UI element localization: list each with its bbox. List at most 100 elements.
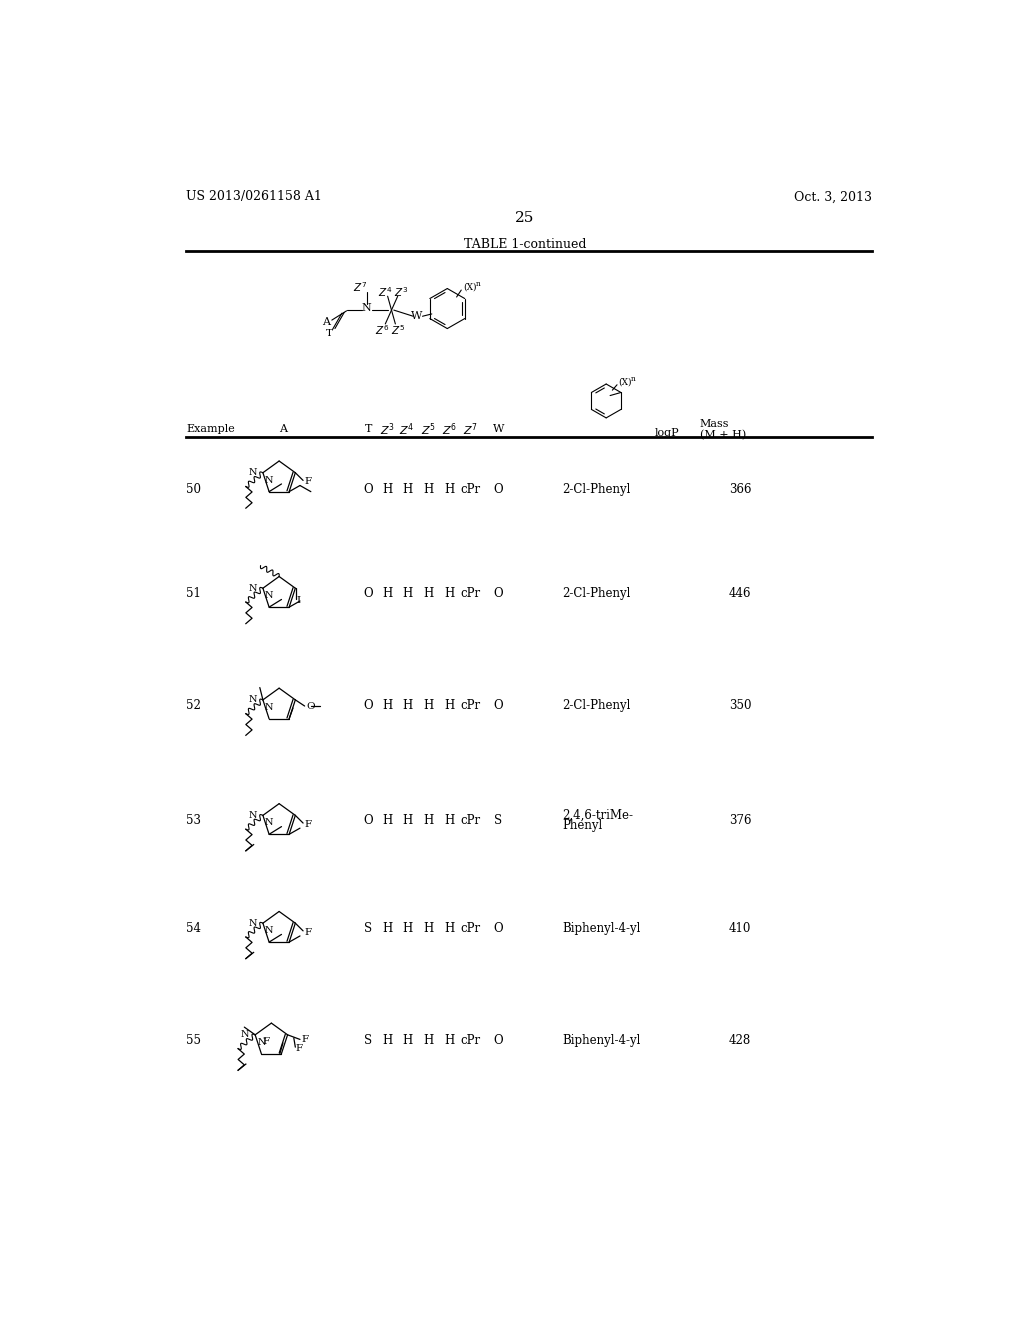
Text: O: O bbox=[306, 701, 314, 710]
Text: US 2013/0261158 A1: US 2013/0261158 A1 bbox=[186, 190, 322, 203]
Text: 50: 50 bbox=[186, 483, 201, 496]
Text: H: H bbox=[424, 483, 434, 496]
Text: cPr: cPr bbox=[461, 814, 480, 828]
Text: H: H bbox=[401, 1034, 412, 1047]
Text: 51: 51 bbox=[186, 587, 201, 601]
Text: $Z^6$: $Z^6$ bbox=[375, 323, 389, 337]
Text: 2-Cl-Phenyl: 2-Cl-Phenyl bbox=[562, 483, 631, 496]
Text: S: S bbox=[495, 814, 503, 828]
Text: A: A bbox=[322, 317, 330, 327]
Text: cPr: cPr bbox=[461, 1034, 480, 1047]
Text: 350: 350 bbox=[729, 698, 752, 711]
Text: $Z^6$: $Z^6$ bbox=[442, 421, 457, 438]
Text: H: H bbox=[383, 698, 393, 711]
Text: N: N bbox=[265, 927, 273, 935]
Text: W: W bbox=[412, 312, 423, 321]
Text: Biphenyl-4-yl: Biphenyl-4-yl bbox=[562, 1034, 640, 1047]
Text: O: O bbox=[494, 921, 503, 935]
Text: H: H bbox=[383, 483, 393, 496]
Text: 366: 366 bbox=[729, 483, 752, 496]
Text: H: H bbox=[401, 698, 412, 711]
Text: N: N bbox=[265, 475, 273, 484]
Text: O: O bbox=[364, 587, 373, 601]
Text: N: N bbox=[248, 810, 257, 820]
Text: Mass: Mass bbox=[700, 418, 729, 429]
Text: N: N bbox=[265, 818, 273, 828]
Text: (X): (X) bbox=[463, 282, 476, 292]
Text: F: F bbox=[301, 1035, 308, 1044]
Text: H: H bbox=[383, 587, 393, 601]
Text: O: O bbox=[494, 698, 503, 711]
Text: N: N bbox=[248, 919, 257, 928]
Text: 54: 54 bbox=[186, 921, 201, 935]
Text: O: O bbox=[364, 814, 373, 828]
Text: 446: 446 bbox=[729, 587, 752, 601]
Text: logP: logP bbox=[655, 428, 680, 437]
Text: 410: 410 bbox=[729, 921, 751, 935]
Text: TABLE 1-continued: TABLE 1-continued bbox=[464, 238, 586, 251]
Text: H: H bbox=[401, 483, 412, 496]
Text: $Z^3$: $Z^3$ bbox=[393, 285, 408, 298]
Text: $Z^7$: $Z^7$ bbox=[463, 421, 478, 438]
Text: $Z^5$: $Z^5$ bbox=[421, 421, 436, 438]
Text: F: F bbox=[295, 1044, 302, 1053]
Text: H: H bbox=[444, 814, 455, 828]
Text: n: n bbox=[476, 280, 481, 288]
Text: $Z^5$: $Z^5$ bbox=[391, 323, 404, 337]
Text: $Z^7$: $Z^7$ bbox=[353, 280, 368, 294]
Text: F: F bbox=[262, 1038, 269, 1045]
Text: S: S bbox=[365, 921, 373, 935]
Text: H: H bbox=[424, 698, 434, 711]
Text: W: W bbox=[493, 425, 504, 434]
Text: A: A bbox=[279, 425, 287, 434]
Text: cPr: cPr bbox=[461, 698, 480, 711]
Text: 428: 428 bbox=[729, 1034, 751, 1047]
Text: Oct. 3, 2013: Oct. 3, 2013 bbox=[794, 190, 872, 203]
Text: N: N bbox=[248, 696, 257, 705]
Text: Example: Example bbox=[186, 425, 234, 434]
Text: H: H bbox=[424, 814, 434, 828]
Text: N: N bbox=[265, 591, 273, 601]
Text: F: F bbox=[305, 478, 311, 487]
Text: (X): (X) bbox=[618, 378, 632, 387]
Text: Phenyl: Phenyl bbox=[562, 820, 602, 833]
Text: H: H bbox=[383, 814, 393, 828]
Text: cPr: cPr bbox=[461, 483, 480, 496]
Text: H: H bbox=[444, 483, 455, 496]
Text: O: O bbox=[364, 483, 373, 496]
Text: Biphenyl-4-yl: Biphenyl-4-yl bbox=[562, 921, 640, 935]
Text: H: H bbox=[444, 587, 455, 601]
Text: H: H bbox=[424, 1034, 434, 1047]
Text: S: S bbox=[365, 1034, 373, 1047]
Text: 52: 52 bbox=[186, 698, 201, 711]
Text: 55: 55 bbox=[186, 1034, 201, 1047]
Text: N: N bbox=[361, 302, 372, 313]
Text: F: F bbox=[305, 928, 311, 937]
Text: O: O bbox=[494, 1034, 503, 1047]
Text: N: N bbox=[248, 469, 257, 478]
Text: H: H bbox=[444, 1034, 455, 1047]
Text: H: H bbox=[444, 698, 455, 711]
Text: O: O bbox=[494, 587, 503, 601]
Text: 25: 25 bbox=[515, 211, 535, 226]
Text: 376: 376 bbox=[729, 814, 752, 828]
Text: H: H bbox=[401, 814, 412, 828]
Text: H: H bbox=[383, 1034, 393, 1047]
Text: H: H bbox=[444, 921, 455, 935]
Text: (M + H): (M + H) bbox=[700, 430, 746, 440]
Text: $Z^4$: $Z^4$ bbox=[399, 421, 415, 438]
Text: F: F bbox=[305, 820, 311, 829]
Text: T: T bbox=[365, 425, 372, 434]
Text: $Z^3$: $Z^3$ bbox=[380, 421, 395, 438]
Text: H: H bbox=[401, 921, 412, 935]
Text: I: I bbox=[297, 597, 301, 605]
Text: H: H bbox=[424, 587, 434, 601]
Text: N: N bbox=[257, 1038, 265, 1047]
Text: N: N bbox=[241, 1031, 249, 1039]
Text: 2-Cl-Phenyl: 2-Cl-Phenyl bbox=[562, 698, 631, 711]
Text: cPr: cPr bbox=[461, 587, 480, 601]
Text: 2,4,6-triMe-: 2,4,6-triMe- bbox=[562, 809, 633, 822]
Text: H: H bbox=[401, 587, 412, 601]
Text: 53: 53 bbox=[186, 814, 201, 828]
Text: N: N bbox=[248, 583, 257, 593]
